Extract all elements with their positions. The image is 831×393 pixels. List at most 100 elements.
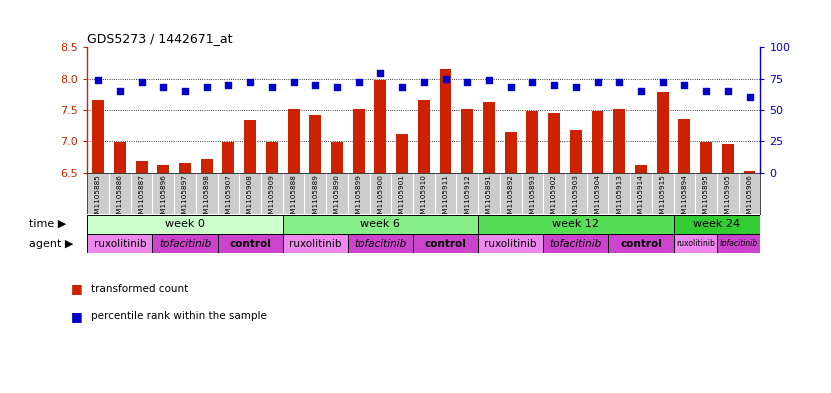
Text: ■: ■ (71, 310, 82, 323)
Bar (396, 134, 408, 173)
Point (330, 84, 343, 90)
Bar (218, 234, 283, 253)
Text: tofacitinib: tofacitinib (354, 239, 406, 249)
Text: agent ▶: agent ▶ (29, 239, 73, 249)
Text: control: control (620, 239, 661, 249)
Bar (244, 121, 256, 173)
Bar (483, 102, 495, 173)
Point (656, 79, 669, 85)
Point (135, 79, 148, 85)
Text: ruxolitinib: ruxolitinib (484, 239, 537, 249)
Bar (635, 165, 647, 173)
Text: control: control (425, 239, 466, 249)
Bar (570, 130, 582, 173)
Text: GSM1105886: GSM1105886 (117, 174, 123, 223)
Bar (152, 234, 218, 253)
Point (179, 88, 192, 94)
Point (265, 84, 278, 90)
Point (417, 79, 430, 85)
Text: GSM1105899: GSM1105899 (356, 174, 361, 223)
Text: week 24: week 24 (693, 219, 740, 229)
Bar (135, 161, 148, 173)
Text: ■: ■ (71, 282, 82, 296)
Text: GSM1105898: GSM1105898 (204, 174, 209, 223)
Text: GSM1105895: GSM1105895 (703, 174, 709, 223)
Point (287, 79, 300, 85)
Bar (266, 142, 278, 173)
Point (634, 88, 647, 94)
Bar (309, 115, 322, 173)
Text: GSM1105891: GSM1105891 (486, 174, 492, 223)
Bar (461, 108, 473, 173)
Bar (157, 165, 170, 173)
Bar (478, 234, 543, 253)
Bar (722, 144, 734, 173)
Text: time ▶: time ▶ (29, 219, 66, 229)
Text: week 0: week 0 (165, 219, 205, 229)
Bar (375, 80, 386, 173)
Text: GSM1105908: GSM1105908 (247, 174, 253, 223)
Bar (418, 101, 430, 173)
Point (504, 84, 518, 90)
Text: week 12: week 12 (553, 219, 599, 229)
Bar (543, 234, 608, 253)
Bar (744, 171, 755, 173)
Text: percentile rank within the sample: percentile rank within the sample (91, 311, 268, 321)
Bar (700, 142, 712, 173)
Text: GSM1105906: GSM1105906 (746, 174, 753, 223)
Bar (673, 234, 717, 253)
Point (308, 82, 322, 88)
Text: tofacitinib: tofacitinib (159, 239, 211, 249)
Bar (348, 234, 413, 253)
Text: GSM1105902: GSM1105902 (551, 174, 557, 223)
Bar (413, 234, 478, 253)
Text: GSM1105885: GSM1105885 (95, 174, 101, 223)
Bar (223, 142, 234, 173)
Text: GSM1105896: GSM1105896 (160, 174, 166, 223)
Bar (352, 108, 365, 173)
Text: GDS5273 / 1442671_at: GDS5273 / 1442671_at (87, 31, 233, 44)
Bar (179, 163, 191, 173)
Text: GSM1105909: GSM1105909 (268, 174, 275, 223)
Bar (478, 215, 673, 233)
Point (548, 82, 561, 88)
Point (374, 70, 387, 77)
Point (482, 77, 495, 83)
Text: GSM1105893: GSM1105893 (529, 174, 535, 223)
Point (200, 84, 214, 90)
Text: tofacitinib: tofacitinib (720, 239, 758, 248)
Bar (613, 108, 625, 173)
Text: GSM1105901: GSM1105901 (399, 174, 405, 223)
Bar (331, 142, 343, 173)
Point (591, 79, 604, 85)
Bar (526, 111, 538, 173)
Text: GSM1105889: GSM1105889 (312, 174, 318, 223)
Point (700, 88, 713, 94)
Point (396, 84, 409, 90)
Bar (440, 69, 451, 173)
Point (526, 79, 539, 85)
Bar (201, 159, 213, 173)
Text: GSM1105913: GSM1105913 (617, 174, 622, 223)
Text: GSM1105911: GSM1105911 (443, 174, 449, 223)
Bar (283, 234, 348, 253)
Point (91, 77, 105, 83)
Text: GSM1105915: GSM1105915 (660, 174, 666, 223)
Bar (717, 234, 760, 253)
Text: GSM1105887: GSM1105887 (139, 174, 145, 223)
Text: GSM1105912: GSM1105912 (465, 174, 470, 223)
Point (612, 79, 626, 85)
Bar (678, 119, 691, 173)
Text: GSM1105914: GSM1105914 (638, 174, 644, 223)
Text: GSM1105900: GSM1105900 (377, 174, 383, 223)
Text: ruxolitinib: ruxolitinib (94, 239, 146, 249)
Bar (114, 142, 125, 173)
Text: GSM1105903: GSM1105903 (573, 174, 579, 223)
Text: GSM1105907: GSM1105907 (225, 174, 231, 223)
Point (352, 79, 366, 85)
Text: GSM1105892: GSM1105892 (508, 174, 514, 223)
Text: control: control (229, 239, 271, 249)
Bar (87, 215, 283, 233)
Bar (673, 215, 760, 233)
Bar (548, 113, 560, 173)
